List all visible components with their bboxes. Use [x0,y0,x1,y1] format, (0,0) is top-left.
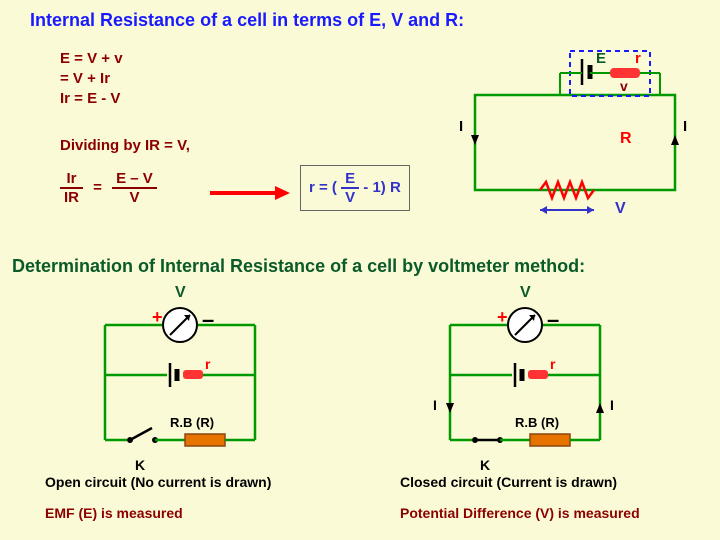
arrow-red-icon [210,183,290,203]
eq-line3: Ir = E - V [60,88,120,109]
right-K-label: K [480,457,490,473]
label-V: V [615,200,626,218]
label-E: E [596,50,606,67]
left-circuit [55,280,305,465]
label-I-left: I [459,118,463,135]
left-measure: EMF (E) is measured [45,505,183,521]
right-circuit [400,280,660,465]
right-plus: + [497,307,508,328]
frac-ev-num: E – V [112,170,157,189]
left-V-label: V [175,284,186,302]
label-v: v [620,78,628,94]
left-minus-icon: – [202,307,214,333]
heading-internal-resistance: Internal Resistance of a cell in terms o… [30,10,464,31]
result-suffix: - 1) R [363,179,401,196]
left-K-label: K [135,457,145,473]
left-RB-label: R.B (R) [170,415,214,430]
eq-line1: E = V + v [60,48,123,69]
frac-ir-num: Ir [60,170,83,189]
right-I-left: I [433,397,437,413]
result-formula: r = ( E V - 1) R [300,165,410,211]
label-I-right: I [683,118,687,135]
eq-line2: = V + Ir [60,68,110,89]
right-I-right: I [610,397,614,413]
result-prefix: r = ( [309,179,337,196]
right-measure: Potential Difference (V) is measured [400,505,640,521]
right-caption: Closed circuit (Current is drawn) [400,474,617,490]
result-den: V [341,189,359,206]
left-r-label: r [205,356,210,372]
right-RB-label: R.B (R) [515,415,559,430]
right-minus-icon: – [547,307,559,333]
result-num: E [341,170,359,189]
eq-sign: = [87,179,108,196]
left-caption: Open circuit (No current is drawn) [45,474,271,490]
left-plus: + [152,307,163,328]
eq-divide: Dividing by IR = V, [60,135,190,156]
main-circuit [460,45,690,220]
heading-determination: Determination of Internal Resistance of … [12,256,585,277]
frac-ir-den: IR [60,189,83,206]
label-R: R [620,130,632,148]
right-V-label: V [520,284,531,302]
label-r: r [635,50,641,67]
frac-ev-den: V [112,189,157,206]
eq-frac-block: Ir IR = E – V V [60,170,157,206]
right-r-label: r [550,356,555,372]
